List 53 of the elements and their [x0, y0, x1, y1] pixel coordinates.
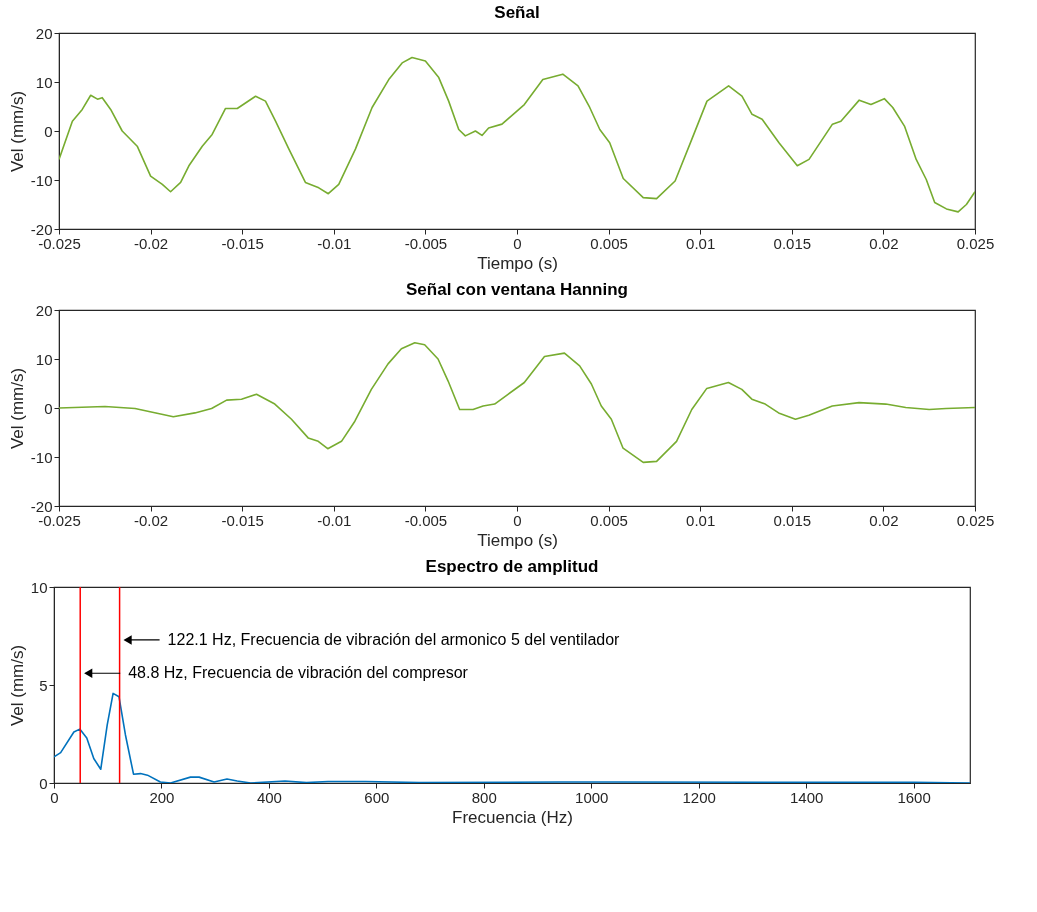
chart-title: Señal con ventana Hanning	[406, 280, 628, 299]
chart-title: Señal	[494, 3, 540, 22]
y-axis-title: Vel (mm/s)	[7, 367, 27, 450]
x-tick-label: 1000	[575, 788, 609, 806]
x-tick-label: -0.02	[134, 234, 169, 252]
x-tick-label: 0.025	[956, 234, 995, 252]
x-tick-label: 0.015	[773, 234, 812, 252]
x-axis-title: Frecuencia (Hz)	[452, 807, 573, 827]
y-tick-label: -10	[30, 448, 53, 466]
y-tick-label: 0	[44, 122, 53, 140]
annotation: 48.8 Hz, Frecuencia de vibración del compresor	[128, 664, 469, 682]
x-tick-label: -0.015	[221, 234, 264, 252]
x-tick-label: 0	[513, 511, 522, 529]
x-tick-label: 0.01	[686, 511, 716, 529]
y-tick-label: 20	[35, 24, 53, 42]
x-tick-label: 0.015	[773, 511, 812, 529]
x-tick-label: 0.025	[956, 511, 995, 529]
line-series	[54, 692, 970, 783]
chart-title: Espectro de amplitud	[425, 557, 599, 576]
y-tick-label: 0	[39, 774, 48, 792]
x-tick-label: -0.005	[404, 234, 448, 252]
x-tick-label: -0.015	[221, 511, 264, 529]
x-tick-label: -0.01	[317, 511, 352, 529]
annotation: 122.1 Hz, Frecuencia de vibración del armonico 5 del ventilador	[167, 630, 621, 648]
y-axis-title: Vel (mm/s)	[7, 90, 27, 173]
x-tick-label: 1400	[789, 788, 824, 806]
x-tick-label: -0.005	[404, 511, 448, 529]
x-tick-label: -0.02	[134, 511, 169, 529]
x-tick-label: 0.01	[686, 234, 716, 252]
x-tick-label: 1600	[897, 788, 931, 806]
x-tick-label: 800	[471, 788, 497, 806]
x-tick-label: 0	[513, 234, 522, 252]
x-tick-label: 0.005	[590, 511, 628, 529]
y-tick-label: 5	[39, 676, 48, 694]
line-series	[59, 56, 975, 213]
x-tick-label: 0.005	[590, 234, 628, 252]
x-tick-label: 0.02	[869, 511, 899, 529]
y-tick-label: 20	[35, 301, 53, 319]
y-axis-title: Vel (mm/s)	[7, 644, 27, 727]
x-tick-label: 400	[256, 788, 282, 806]
x-axis-title: Tiempo (s)	[477, 253, 558, 273]
x-tick-label: 200	[149, 788, 175, 806]
y-tick-label: 10	[35, 350, 53, 368]
y-tick-label: 10	[30, 578, 48, 596]
y-tick-label: 10	[35, 73, 53, 91]
y-tick-label: 0	[44, 399, 53, 417]
x-tick-label: 1200	[682, 788, 716, 806]
x-axis-title: Tiempo (s)	[477, 530, 558, 550]
x-tick-label: -0.01	[317, 234, 352, 252]
line-series	[59, 342, 975, 464]
x-tick-label: 0.02	[869, 234, 899, 252]
y-tick-label: -10	[30, 171, 53, 189]
x-tick-label: 600	[364, 788, 390, 806]
